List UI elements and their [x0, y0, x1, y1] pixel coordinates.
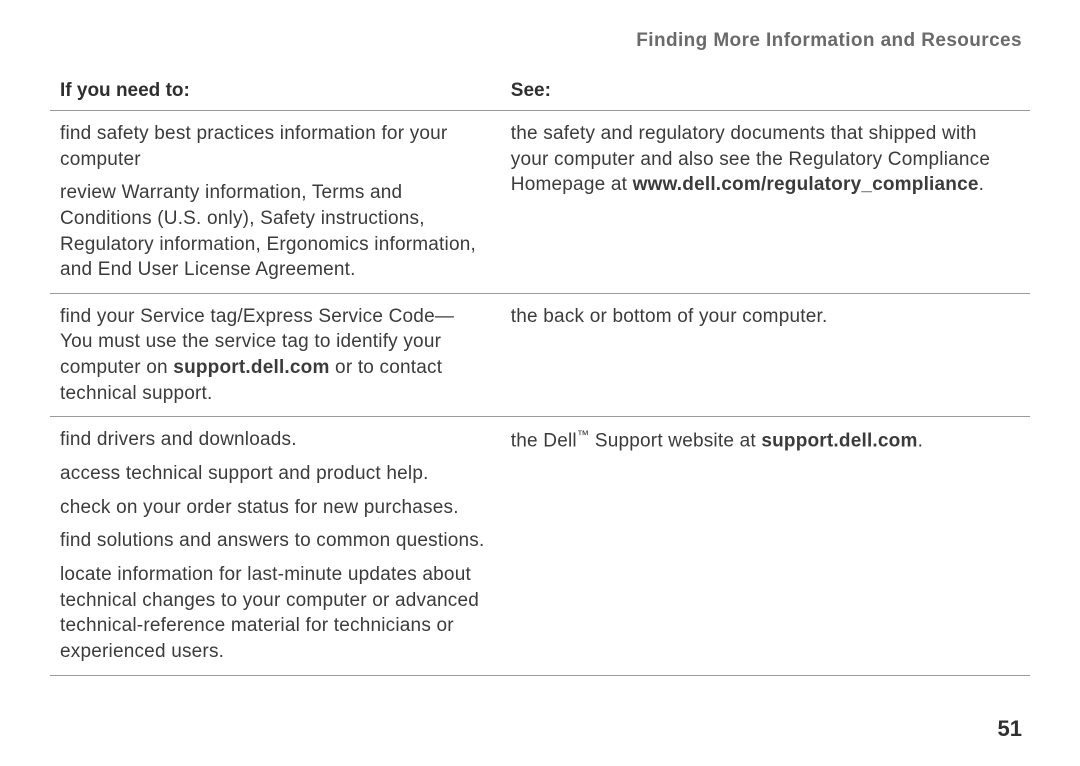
paragraph: the safety and regulatory documents that… [511, 121, 1018, 198]
bold-text: support.dell.com [173, 357, 329, 378]
paragraph: access technical support and product hel… [60, 461, 489, 487]
paragraph: find your Service tag/Express Service Co… [60, 304, 489, 407]
cell-left: find safety best practices information f… [50, 111, 501, 294]
trademark-symbol: ™ [577, 428, 590, 442]
table-row: find safety best practices information f… [50, 111, 1030, 294]
document-page: Finding More Information and Resources I… [0, 0, 1080, 766]
paragraph: the back or bottom of your computer. [511, 304, 1018, 330]
page-number: 51 [998, 716, 1022, 742]
paragraph: review Warranty information, Terms and C… [60, 180, 489, 283]
bold-text: www.dell.com/regulatory_compliance [633, 174, 979, 195]
text: . [918, 431, 923, 452]
col-header-left: If you need to: [50, 76, 501, 111]
table-row: find your Service tag/Express Service Co… [50, 293, 1030, 417]
col-header-right: See: [501, 76, 1030, 111]
paragraph: find safety best practices information f… [60, 121, 489, 172]
cell-left: find your Service tag/Express Service Co… [50, 293, 501, 417]
cell-left: find drivers and downloads. access techn… [50, 417, 501, 675]
paragraph: check on your order status for new purch… [60, 495, 489, 521]
paragraph: the Dell™ Support website at support.del… [511, 427, 1018, 454]
cell-right: the safety and regulatory documents that… [501, 111, 1030, 294]
cell-right: the back or bottom of your computer. [501, 293, 1030, 417]
bold-text: support.dell.com [761, 431, 917, 452]
paragraph: find solutions and answers to common que… [60, 528, 489, 554]
paragraph: locate information for last-minute updat… [60, 562, 489, 665]
info-table: If you need to: See: find safety best pr… [50, 76, 1030, 676]
text: Support website at [589, 431, 761, 452]
paragraph: find drivers and downloads. [60, 427, 489, 453]
table-row: find drivers and downloads. access techn… [50, 417, 1030, 675]
text: . [979, 174, 984, 195]
running-head: Finding More Information and Resources [50, 30, 1030, 52]
text: the Dell [511, 431, 577, 452]
table-header-row: If you need to: See: [50, 76, 1030, 111]
cell-right: the Dell™ Support website at support.del… [501, 417, 1030, 675]
